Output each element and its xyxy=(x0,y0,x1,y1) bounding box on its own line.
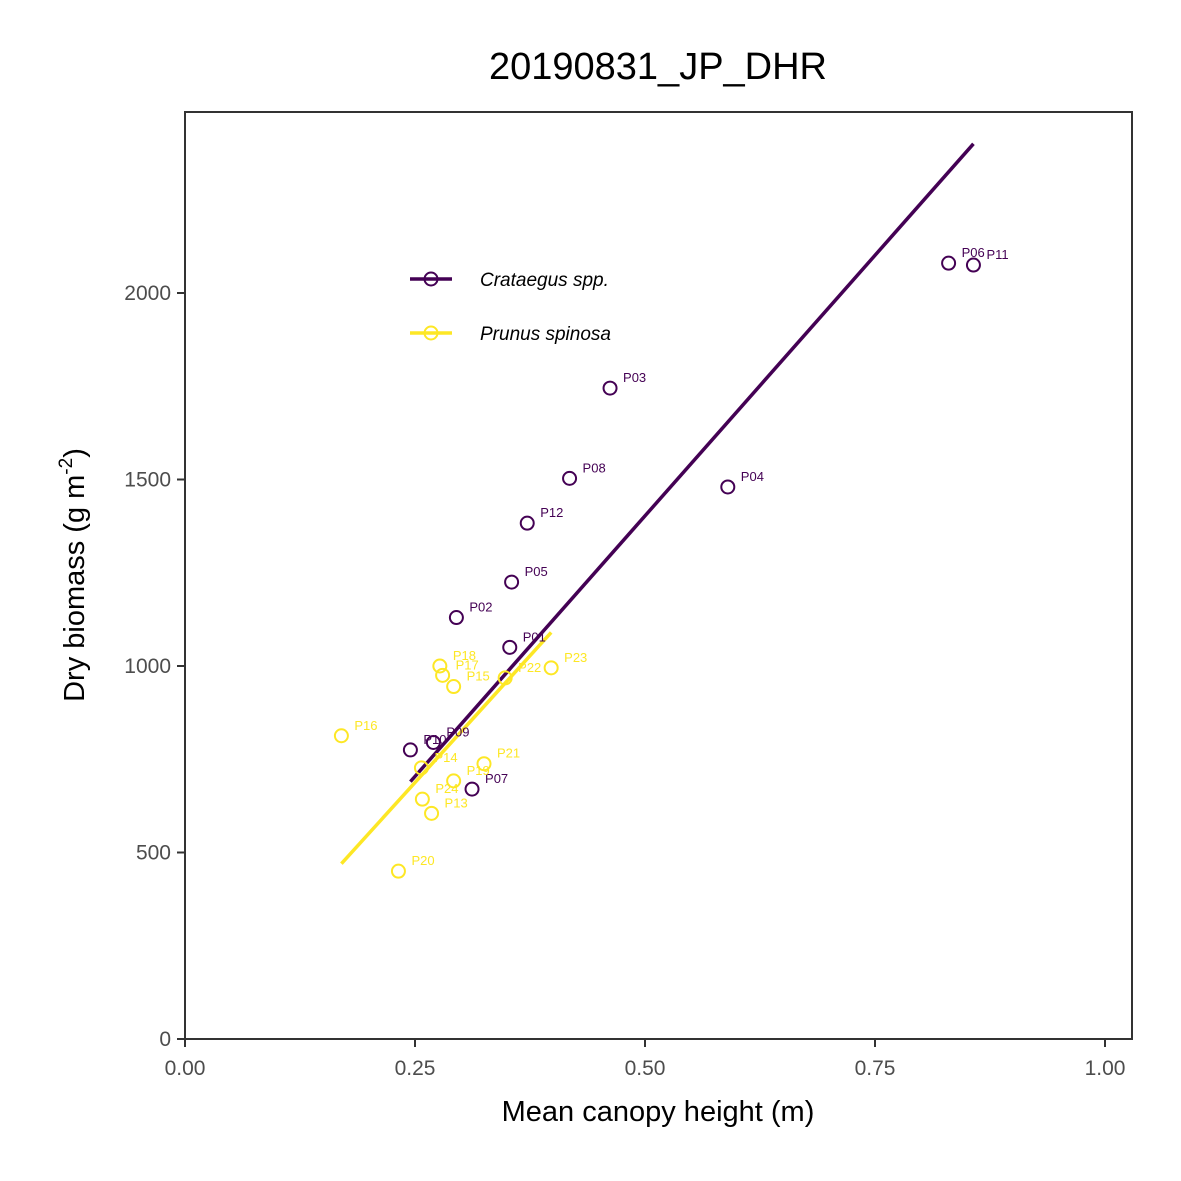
point-label-series-1-7: P21 xyxy=(497,746,520,761)
point-series-1-5 xyxy=(333,728,349,744)
x-tick-label-2: 0.50 xyxy=(625,1057,666,1080)
point-label-series-1-4: P15 xyxy=(467,669,490,684)
y-tick-label-0: 0 xyxy=(159,1028,171,1051)
y-tick-label-3: 1500 xyxy=(124,469,171,492)
point-series-0-4 xyxy=(720,479,736,495)
legend-label-0: Crataegus spp. xyxy=(480,270,609,291)
point-label-series-0-7: P02 xyxy=(469,600,492,615)
point-series-0-9 xyxy=(425,734,441,750)
point-series-1-10 xyxy=(424,805,440,821)
y-axis: 0 500 1000 1500 2000 xyxy=(124,282,185,1051)
point-label-series-0-4: P04 xyxy=(741,469,764,484)
point-label-series-1-0: P23 xyxy=(564,650,587,665)
point-label-series-0-3: P08 xyxy=(583,460,606,475)
point-label-series-1-10: P13 xyxy=(445,795,468,810)
point-label-series-1-11: P20 xyxy=(411,853,434,868)
point-series-1-2 xyxy=(432,658,448,674)
point-label-series-0-5: P12 xyxy=(540,505,563,520)
legend-label-1: Prunus spinosa xyxy=(480,324,611,345)
point-label-series-0-6: P05 xyxy=(525,564,548,579)
point-series-1-11 xyxy=(390,863,406,879)
point-label-series-0-10: P10 xyxy=(423,732,446,747)
y-axis-title-sup: -2 xyxy=(56,458,77,475)
point-series-0-3 xyxy=(562,470,578,486)
point-series-0-7 xyxy=(448,610,464,626)
data-points xyxy=(333,255,981,879)
point-label-series-0-8: P01 xyxy=(523,629,546,644)
x-tick-label-1: 0.25 xyxy=(395,1057,436,1080)
point-series-0-1 xyxy=(965,257,981,273)
point-series-0-6 xyxy=(504,574,520,590)
point-label-series-0-1: P11 xyxy=(986,247,1008,262)
x-axis-title: Mean canopy height (m) xyxy=(502,1096,815,1128)
point-label-series-0-0: P06 xyxy=(962,245,985,260)
legend: Crataegus spp. Prunus spinosa xyxy=(410,270,611,345)
point-label-series-0-11: P07 xyxy=(485,771,508,786)
point-label-series-1-8: P19 xyxy=(467,763,490,778)
legend-key-0 xyxy=(423,271,439,287)
point-series-0-2 xyxy=(602,380,618,396)
point-series-1-0 xyxy=(543,660,559,676)
x-tick-label-3: 0.75 xyxy=(855,1057,896,1080)
point-label-series-1-2: P18 xyxy=(453,648,476,663)
fit-line-series-1 xyxy=(340,631,553,865)
point-series-1-6 xyxy=(413,760,429,776)
x-tick-label-4: 1.00 xyxy=(1085,1057,1126,1080)
point-series-1-7 xyxy=(476,756,492,772)
y-tick-label-4: 2000 xyxy=(124,282,171,305)
point-series-0-0 xyxy=(941,255,957,271)
point-series-1-8 xyxy=(446,773,462,789)
y-tick-label-2: 1000 xyxy=(124,655,171,678)
x-axis: 0.00 0.25 0.50 0.75 1.00 xyxy=(165,1039,1126,1080)
y-tick-label-1: 500 xyxy=(136,842,171,865)
point-series-0-8 xyxy=(502,639,518,655)
chart-title: 20190831_JP_DHR xyxy=(489,46,827,88)
point-label-series-1-3: P17 xyxy=(456,657,479,672)
point-label-series-0-2: P03 xyxy=(623,370,646,385)
point-series-0-11 xyxy=(464,781,480,797)
y-axis-title-end: ) xyxy=(59,448,91,458)
point-label-series-1-6: P14 xyxy=(434,750,457,765)
y-axis-title-main: Dry biomass (g m xyxy=(59,475,91,702)
point-label-series-1-5: P16 xyxy=(354,718,377,733)
point-series-1-9 xyxy=(414,791,430,807)
point-series-1-3 xyxy=(435,667,451,683)
fit-lines xyxy=(340,142,975,865)
legend-key-1 xyxy=(423,325,439,341)
point-series-0-10 xyxy=(402,742,418,758)
point-label-series-1-1: P22 xyxy=(518,660,541,675)
point-series-1-4 xyxy=(446,679,462,695)
y-axis-title: Dry biomass (g m-2) xyxy=(56,448,91,702)
point-series-1-1 xyxy=(497,670,513,686)
x-tick-label-0: 0.00 xyxy=(165,1057,206,1080)
point-label-series-1-9: P24 xyxy=(435,781,458,796)
point-label-series-0-9: P09 xyxy=(446,724,469,739)
plot-panel xyxy=(184,111,1133,1040)
point-series-0-5 xyxy=(519,515,535,531)
fit-line-series-0 xyxy=(409,142,975,783)
